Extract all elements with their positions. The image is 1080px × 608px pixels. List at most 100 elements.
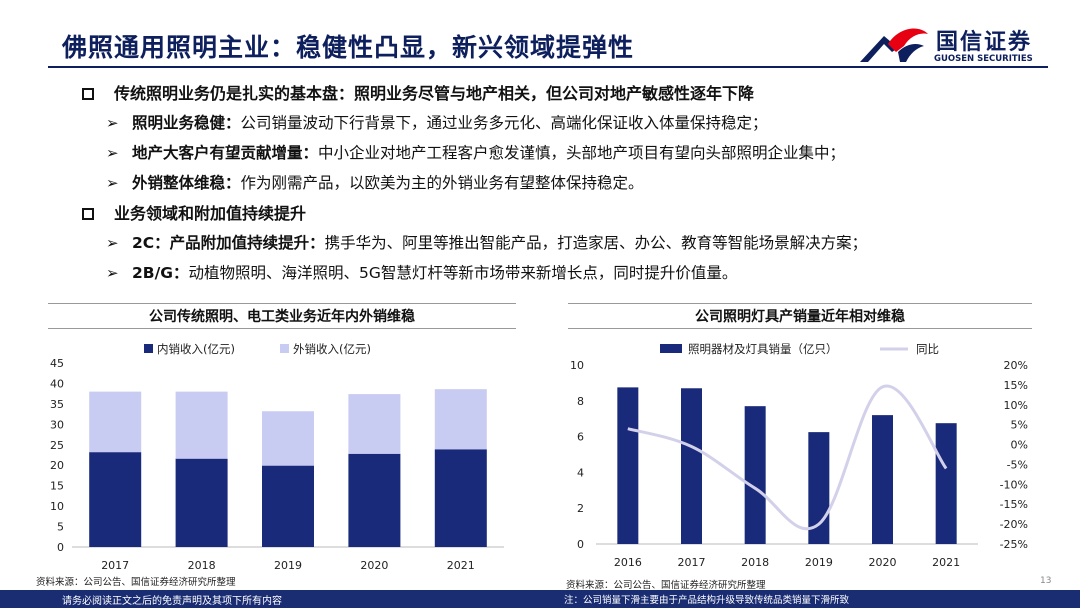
page-number: 13 <box>1040 576 1052 586</box>
x-tick-label: 2019 <box>805 556 833 569</box>
bar-domestic <box>262 465 314 547</box>
bar-export <box>434 389 487 450</box>
y-tick-label: 45 <box>50 357 64 370</box>
x-tick-label: 2019 <box>274 559 302 572</box>
bar-export <box>348 394 401 454</box>
y-tick-label: 0 <box>57 541 64 554</box>
x-tick-label: 2021 <box>447 559 475 572</box>
x-tick-label: 2021 <box>932 556 960 569</box>
x-tick-label: 2020 <box>869 556 897 569</box>
arrow-bullet-icon: ➢ <box>106 174 119 192</box>
item-text: 动植物照明、海洋照明、5G智慧灯杆等新市场带来新增长点，同时提升价值量。 <box>188 264 738 282</box>
bar-sales-volume <box>744 406 766 544</box>
item-text: 作为刚需产品，以欧美为主的外销业务有望整体保持稳定。 <box>240 174 644 192</box>
logo-english-name: GUOSEN SECURITIES <box>934 54 1033 64</box>
brand-logo: 国信证券 GUOSEN SECURITIES <box>858 22 1038 66</box>
chart1-title: 公司传统照明、电工类业务近年内外销维稳 <box>149 309 415 325</box>
item-lead: 2B/G： <box>132 264 189 282</box>
legend-label: 内销收入(亿元) <box>157 342 235 356</box>
y-tick-label: 4 <box>577 466 584 479</box>
y-tick-label: 20 <box>50 459 64 472</box>
bar-domestic <box>89 452 142 547</box>
list-item: ➢ 2B/G：动植物照明、海洋照明、5G智慧灯杆等新市场带来新增长点，同时提升价… <box>82 258 1042 288</box>
bar-domestic <box>434 449 487 547</box>
item-lead: 外销整体维稳： <box>132 174 241 192</box>
arrow-bullet-icon: ➢ <box>106 144 119 162</box>
x-tick-label: 2020 <box>360 559 388 572</box>
chart1-title-underline <box>48 328 516 329</box>
list-item: ➢ 照明业务稳健：公司销量波动下行背景下，通过业务多元化、高端化保证收入体量保持… <box>82 108 1042 138</box>
title-underline <box>48 66 1048 68</box>
y-tick-label: 15 <box>50 480 64 493</box>
arrow-bullet-icon: ➢ <box>106 114 119 132</box>
item-lead: 2C：产品附加值持续提升： <box>132 234 325 252</box>
section-heading-text: 业务领域和附加值持续提升 <box>114 204 307 223</box>
yoy-growth-line <box>627 384 948 531</box>
bar-export <box>175 391 228 459</box>
square-bullet-icon <box>82 208 94 220</box>
chart2-title-line <box>568 303 1032 304</box>
x-tick-label: 2017 <box>101 559 129 572</box>
chart2-source: 资料来源：公司公告、国信证券经济研究所整理 <box>566 580 766 591</box>
bar-sales-volume <box>681 388 702 544</box>
chart2-bar-line-chart: 0 2 4 6 8 10 -25% -20% -15% -10% -5% 0% 5% 10% 15% 20% 2… <box>570 342 1028 569</box>
arrow-bullet-icon: ➢ <box>106 264 119 282</box>
legend-label: 同比 <box>916 342 939 356</box>
arrow-bullet-icon: ➢ <box>106 234 119 252</box>
y-tick-label: 2 <box>577 502 584 515</box>
chart1-stacked-bar-chart: 0 5 10 15 20 25 30 35 40 45 2017 2018 2019 2020 2021 内销… <box>50 342 504 572</box>
y2-tick-label: -20% <box>1000 518 1028 531</box>
bullet-list: 传统照明业务仍是扎实的基本盘：照明业务尽管与地产相关，但公司对地产敏感性逐年下降… <box>82 80 1042 288</box>
y2-tick-label: -10% <box>1000 478 1028 491</box>
item-text: 中小企业对地产工程客户愈发谨慎，头部地产项目有望向头部照明企业集中； <box>318 144 846 162</box>
y-tick-label: 25 <box>50 439 64 452</box>
footer-bar: 请务必阅读正文之后的免责声明及其项下所有内容 注：公司销量下滑主要由于产品结构升… <box>0 590 1080 608</box>
legend-swatch <box>280 344 289 353</box>
x-tick-label: 2017 <box>678 556 706 569</box>
y-tick-label: 0 <box>577 538 584 551</box>
item-lead: 地产大客户有望贡献增量： <box>132 144 319 162</box>
y-tick-label: 5 <box>57 521 64 534</box>
square-bullet-icon <box>82 88 94 100</box>
legend-swatch <box>660 344 682 353</box>
bar-sales-volume <box>935 423 957 544</box>
y-tick-label: 8 <box>577 395 584 408</box>
y-tick-label: 10 <box>50 500 64 513</box>
footer-disclaimer: 请务必阅读正文之后的免责声明及其项下所有内容 <box>62 596 282 607</box>
chart2-title-underline <box>568 328 1032 329</box>
logo-chinese-name: 国信证券 <box>936 30 1033 55</box>
list-item: ➢ 外销整体维稳：作为刚需产品，以欧美为主的外销业务有望整体保持稳定。 <box>82 168 1042 198</box>
list-item: ➢ 地产大客户有望贡献增量：中小企业对地产工程客户愈发谨慎，头部地产项目有望向头… <box>82 138 1042 168</box>
section-heading: 传统照明业务仍是扎实的基本盘：照明业务尽管与地产相关，但公司对地产敏感性逐年下降 <box>82 80 1042 108</box>
item-lead: 照明业务稳健： <box>132 114 241 132</box>
y-tick-label: 10 <box>570 359 584 372</box>
bar-domestic <box>348 453 401 547</box>
y2-tick-label: 0% <box>1011 439 1028 452</box>
chart1-source: 资料来源：公司公告、国信证券经济研究所整理 <box>36 577 236 588</box>
y-tick-label: 35 <box>50 398 64 411</box>
chart1-title-line <box>48 303 516 304</box>
x-tick-label: 2016 <box>614 556 642 569</box>
y2-tick-label: 10% <box>1004 399 1028 412</box>
y-tick-label: 6 <box>577 431 584 444</box>
y2-tick-label: 5% <box>1011 419 1028 432</box>
y2-tick-label: 15% <box>1004 379 1028 392</box>
footer-note: 注：公司销量下滑主要由于产品结构升级导致传统品类销量下滑所致 <box>564 595 850 606</box>
section-heading-text: 传统照明业务仍是扎实的基本盘：照明业务尽管与地产相关，但公司对地产敏感性逐年下降 <box>114 84 755 103</box>
legend-label: 外销收入(亿元) <box>293 342 371 356</box>
bar-export <box>262 411 314 466</box>
y2-tick-label: 20% <box>1004 359 1028 372</box>
y2-tick-label: -5% <box>1007 458 1028 471</box>
item-text: 携手华为、阿里等推出智能产品，打造家居、办公、教育等智能场景解决方案； <box>324 234 868 252</box>
section-heading: 业务领域和附加值持续提升 <box>82 200 1042 228</box>
list-item: ➢ 2C：产品附加值持续提升：携手华为、阿里等推出智能产品，打造家居、办公、教育… <box>82 228 1042 258</box>
x-tick-label: 2018 <box>741 556 769 569</box>
bar-domestic <box>175 458 228 547</box>
bar-sales-volume <box>872 415 893 544</box>
y2-tick-label: -15% <box>1000 498 1028 511</box>
y2-tick-label: -25% <box>1000 538 1028 551</box>
guosen-logo-icon <box>860 28 928 62</box>
legend-swatch <box>144 344 153 353</box>
bar-export <box>89 391 142 453</box>
